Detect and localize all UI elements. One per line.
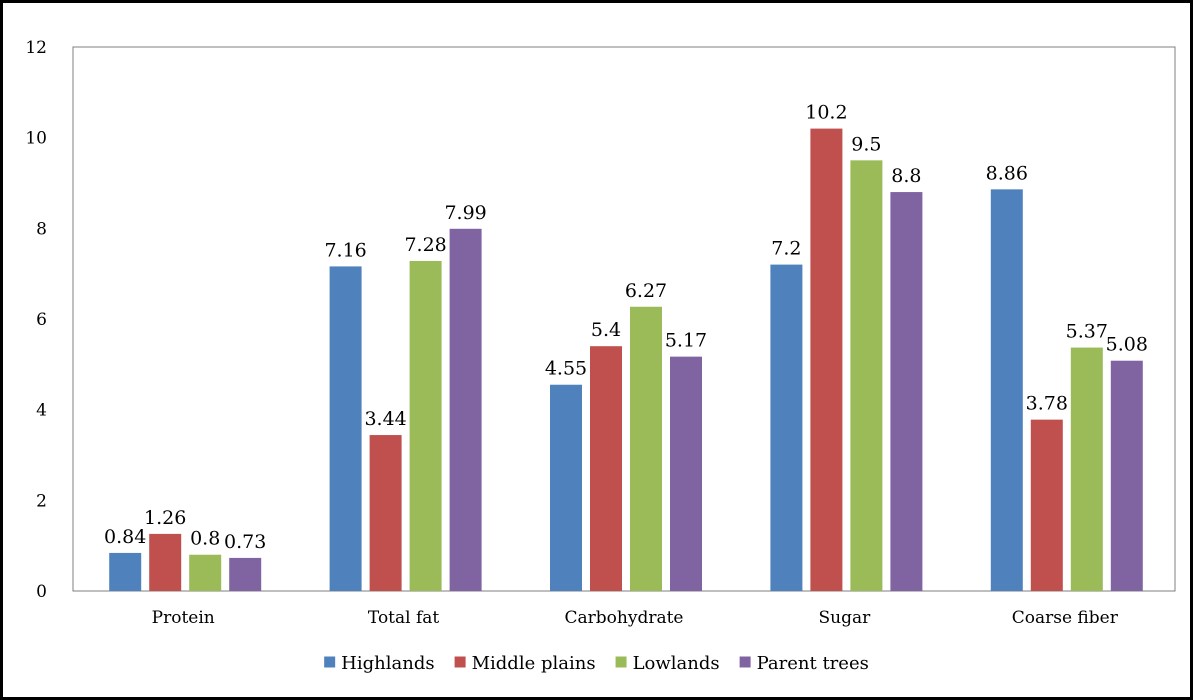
data-label: 0.84 [104,526,146,548]
bar [550,384,582,591]
legend-label: Middle plains [472,653,596,674]
bar [1070,347,1103,591]
data-label: 10.2 [805,102,847,124]
legend-swatch [454,656,466,668]
data-label: 5.17 [665,330,707,352]
data-label: 6.27 [625,280,667,302]
data-label: 4.55 [545,358,587,380]
y-axis: 0 2 4 6 8 10 12 [25,38,47,602]
bar [409,260,442,591]
y-tick-label: 8 [36,219,47,239]
data-label: 7.16 [324,239,366,261]
y-tick-label: 10 [25,129,47,149]
data-label: 8.8 [891,165,921,187]
data-label: 0.73 [224,531,266,553]
legend-swatch [324,656,336,668]
bar [670,356,702,591]
bar [369,435,402,591]
x-tick-label: Protein [152,608,215,628]
data-labels-group: 0.841.260.8 0.73 7.16 3.44 7.28 7.99 4.555.46.… [104,102,1148,553]
legend-swatch [739,656,751,668]
legend-swatch [615,656,627,668]
data-label: 7.99 [444,202,486,224]
legend-label: Lowlands [633,653,720,674]
legend-label: Highlands [341,653,434,674]
y-tick-label: 6 [36,310,47,330]
bar [149,533,182,591]
bar [229,557,262,591]
bar [770,264,803,591]
data-label: 3.44 [364,408,406,430]
bar [1030,419,1063,591]
data-label: 0.8 [190,528,220,550]
bar [990,189,1023,591]
data-label: 5.08 [1106,334,1148,356]
data-label: 5.4 [591,319,621,341]
bar [109,552,142,591]
data-label: 7.28 [404,234,446,256]
bar [630,306,662,591]
x-tick-label: Sugar [819,608,872,628]
bar [590,346,622,591]
y-tick-label: 4 [36,401,47,421]
x-axis: Protein Total fat Carbohydrate Sugar Coarse … [152,608,1119,628]
data-label: 7.2 [771,238,801,260]
data-label: 3.78 [1026,393,1068,415]
bar [810,128,843,591]
legend: Highlands Middle plains Lowlands Parent tre… [324,653,869,674]
legend-label: Parent trees [757,653,869,674]
bar [890,192,923,592]
y-tick-label: 2 [36,491,47,511]
x-tick-label: Total fat [368,608,439,628]
plot-area [72,46,1176,592]
data-label: 9.5 [851,133,881,155]
bars-group [109,128,1143,592]
data-label: 5.37 [1066,321,1108,343]
bar [850,160,883,592]
x-tick-label: Carbohydrate [565,608,684,628]
bar [189,554,222,591]
y-tick-label: 0 [36,582,47,602]
data-label: 8.86 [986,162,1028,184]
bar [1110,360,1143,591]
bar [449,228,482,591]
data-label: 1.26 [144,507,186,529]
x-tick-label: Coarse fiber [1012,608,1119,628]
bar [329,266,362,591]
y-tick-label: 12 [25,38,47,58]
